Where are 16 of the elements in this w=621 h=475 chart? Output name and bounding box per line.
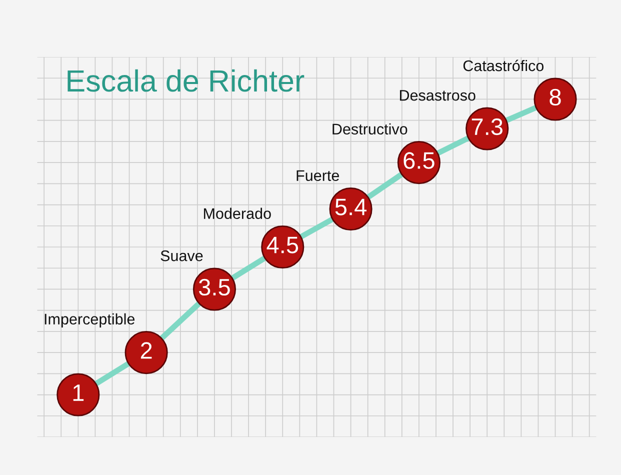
data-label: 2 [140,342,152,359]
data-label: 1 [73,384,84,401]
data-label: 5.4 [335,198,367,216]
annotation: Imperceptible [44,313,135,328]
annotation: Desastroso [400,90,476,101]
data-label: 8 [550,88,561,106]
annotation: Suave [160,250,203,262]
annotation: Moderado [204,208,271,219]
data-label: 3.5 [198,278,230,296]
data-label: 7.3 [472,118,502,136]
chart-title: Escala de Richter [68,69,304,92]
data-label: 4.5 [266,236,298,254]
annotation: Destructivo [332,123,408,135]
annotation: Fuerte [296,170,340,181]
annotation: Catastrófico [463,60,544,72]
data-label: 6.5 [404,152,434,169]
